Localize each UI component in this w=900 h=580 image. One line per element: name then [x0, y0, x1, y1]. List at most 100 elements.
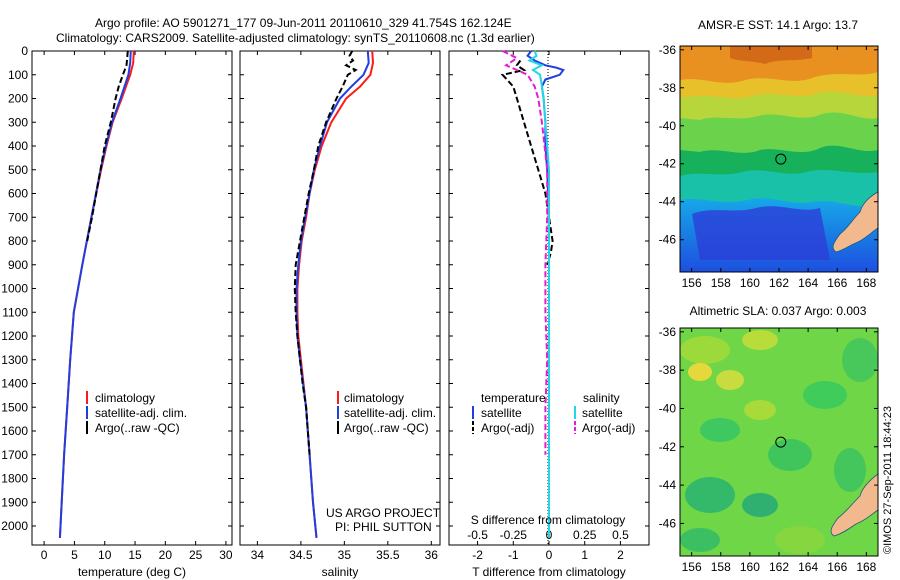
sla-map-lon-tick-label: 156 [682, 560, 702, 574]
sla-map-title: Altimetric SLA: 0.037 Argo: 0.003 [690, 304, 867, 318]
salinity-series-argo-raw-qc [293, 50, 358, 455]
depth-tick-label: 500 [8, 163, 28, 177]
project-annotation-line1: US ARGO PROJECT [326, 506, 441, 520]
sst-map-lat-tick-label: -44 [659, 195, 677, 209]
temperature-legend-argo: Argo(..raw -QC) [95, 421, 180, 435]
salinity-legend: climatology satellite-adj. clim. Argo(..… [337, 391, 436, 435]
depth-tick-label: 1300 [1, 353, 28, 367]
sla-map-lon-tick-label: 162 [769, 560, 789, 574]
depth-tick-label: 1800 [1, 472, 28, 486]
sla-map-lon-tick-label: 164 [798, 560, 818, 574]
salinity-x-tick-label: 35.5 [376, 548, 400, 562]
difference-xlabel-T: T difference from climatology [472, 565, 626, 579]
difference-S-tick-label: -0.5 [467, 528, 488, 542]
temperature-legend-clim: climatology [95, 391, 155, 405]
sst-map-title: AMSR-E SST: 14.1 Argo: 13.7 [698, 18, 858, 32]
sla-map-lat-tick-label: -46 [659, 516, 677, 530]
imos-stamp: ©IMOS 27-Sep-2011 18:44:23 [882, 406, 894, 554]
difference-x-tick-label: 1 [581, 548, 588, 562]
depth-tick-label: 1700 [1, 448, 28, 462]
depth-tick-label: 1900 [1, 495, 28, 509]
temperature-xlabel: temperature (deg C) [78, 565, 186, 579]
depth-tick-label: 1200 [1, 329, 28, 343]
temperature-x-tick-label: 30 [219, 548, 233, 562]
sla-map-image [680, 328, 878, 556]
temperature-legend: climatology satellite-adj. clim. Argo(..… [86, 391, 187, 435]
depth-tick-label: 800 [8, 234, 28, 248]
temperature-x-tick-label: 20 [159, 548, 173, 562]
salinity-legend-clim: climatology [344, 391, 404, 405]
salinity-legend-argo: Argo(..raw -QC) [344, 421, 429, 435]
sla-map-lon-tick-label: 160 [740, 560, 760, 574]
difference-S-tick-label: 0.25 [573, 528, 597, 542]
depth-tick-label: 0 [21, 44, 28, 58]
sst-map-lon-tick-label: 158 [711, 276, 731, 290]
difference-S-tick-label: 0.5 [612, 528, 629, 542]
sla-map-lat-tick-label: -40 [659, 401, 677, 415]
depth-tick-label: 900 [8, 258, 28, 272]
difference-series-s-satellite [527, 50, 550, 538]
sla-map-lon-tick-label: 168 [856, 560, 876, 574]
temperature-series-satellite-adj-clim [58, 50, 132, 538]
sla-map-lat-tick-label: -42 [659, 440, 677, 454]
sst-map-image [680, 46, 878, 272]
temperature-legend-sat: satellite-adj. clim. [95, 406, 187, 420]
sst-map-lat-tick-label: -40 [659, 119, 677, 133]
depth-tick-label: 1400 [1, 377, 28, 391]
depth-tick-label: 600 [8, 187, 28, 201]
difference-legend-T-argo: Argo(-adj) [481, 421, 534, 435]
sla-map-argo-position-marker [775, 436, 787, 448]
salinity-x-tick-label: 36 [425, 548, 439, 562]
difference-S-tick-label: -0.25 [500, 528, 528, 542]
temperature-x-tick-label: 25 [189, 548, 203, 562]
temperature-series-argo-raw-qc [86, 50, 129, 242]
difference-series-t-argo [500, 59, 554, 266]
sst-map-lat-tick-label: -38 [659, 81, 677, 95]
depth-tick-label: 700 [8, 210, 28, 224]
depth-tick-label: 400 [8, 139, 28, 153]
header-title-line1: Argo profile: AO 5901271_177 09-Jun-2011… [95, 16, 512, 30]
depth-tick-label: 300 [8, 115, 28, 129]
depth-tick-label: 1500 [1, 400, 28, 414]
sst-map-axes: 156 158 160 162 164 166 168 -36 -38 -40 -42 -44 -46 [659, 43, 878, 290]
temperature-panel-frame [31, 50, 233, 546]
difference-xlabel-S: S difference from climatology [471, 513, 626, 527]
temperature-series [58, 50, 135, 538]
salinity-x-tick-label: 34 [251, 548, 265, 562]
depth-tick-label: 100 [8, 68, 28, 82]
temperature-x-tick-label: 0 [41, 548, 48, 562]
difference-x-tick-label: 2 [617, 548, 624, 562]
depth-tick-label: 1000 [1, 282, 28, 296]
sst-map-argo-position-marker [775, 153, 787, 165]
difference-legend-S-argo: Argo(-adj) [582, 421, 635, 435]
depth-tick-label: 1600 [1, 424, 28, 438]
temperature-x-tick-label: 10 [98, 548, 112, 562]
depth-tick-label: 200 [8, 92, 28, 106]
sst-map-lon-tick-label: 166 [827, 276, 847, 290]
difference-x-tick-label: 0 [546, 548, 553, 562]
temperature-x-tick-label: 15 [128, 548, 142, 562]
sla-map-lon-tick-label: 158 [711, 560, 731, 574]
difference-legend-temperature-header: temperature [481, 391, 546, 405]
sla-map-axes: 156 158 160 162 164 166 168 -36 -38 -40 -42 -44 -46 [659, 325, 878, 574]
difference-legend: temperature satellite Argo(-adj) salinit… [472, 391, 635, 435]
project-annotation-line2: PI: PHIL SUTTON [335, 520, 432, 534]
sst-map-lon-tick-label: 168 [856, 276, 876, 290]
salinity-xlabel: salinity [322, 565, 359, 579]
salinity-panel-frame [239, 50, 441, 546]
difference-x-tick-label: -1 [508, 548, 519, 562]
sla-map-lat-tick-label: -36 [659, 325, 677, 339]
depth-tick-label: 2000 [1, 519, 28, 533]
sla-map-lat-tick-label: -38 [659, 363, 677, 377]
sst-map-lon-tick-label: 162 [769, 276, 789, 290]
difference-legend-S-sat: satellite [582, 406, 623, 420]
sla-map-lon-tick-label: 166 [827, 560, 847, 574]
sst-map-lat-tick-label: -42 [659, 157, 677, 171]
depth-tick-label: 1100 [2, 305, 28, 319]
salinity-series [293, 50, 375, 538]
salinity-legend-sat: satellite-adj. clim. [344, 406, 436, 420]
difference-legend-salinity-header: salinity [583, 391, 620, 405]
temperature-x-tick-label: 5 [71, 548, 78, 562]
salinity-x-tick-label: 35 [338, 548, 352, 562]
